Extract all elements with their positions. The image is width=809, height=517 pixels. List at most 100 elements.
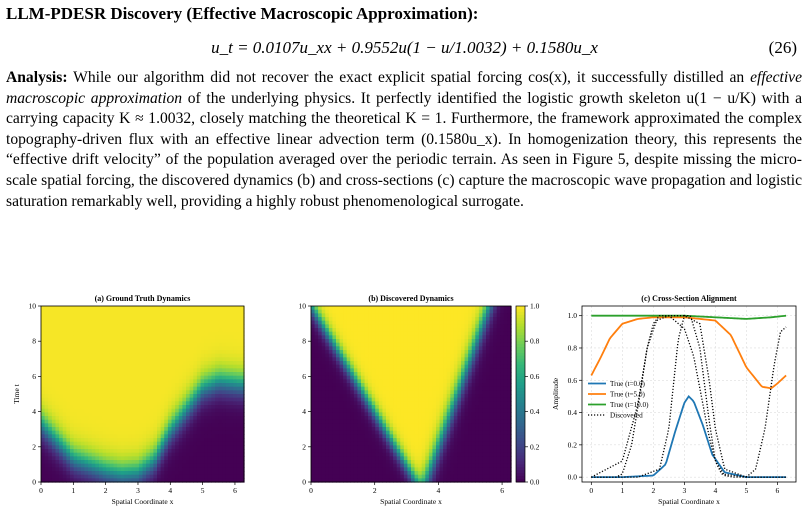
heatmap-cell [99, 372, 104, 377]
heatmap-cell [66, 397, 71, 402]
heatmap-cell [375, 460, 380, 465]
heatmap-cell [318, 467, 323, 472]
heatmap-cell [142, 375, 147, 380]
heatmap-cell [343, 306, 348, 311]
heatmap-cell [375, 430, 380, 435]
heatmap-cell [407, 390, 412, 395]
heatmap-cell [328, 434, 334, 439]
heatmap-cell [453, 339, 459, 344]
heatmap-cell [120, 375, 125, 380]
heatmap-cell [461, 474, 466, 479]
heatmap-cell [225, 478, 231, 483]
heatmap-cell [457, 412, 462, 417]
heatmap-cell [207, 339, 212, 344]
heatmap-cell [400, 471, 405, 476]
heatmap-cell [44, 317, 49, 322]
heatmap-cell [59, 449, 64, 454]
heatmap-cell [321, 357, 326, 362]
heatmap-cell [91, 456, 96, 461]
heatmap-cell [171, 390, 176, 395]
heatmap-cell [186, 430, 191, 435]
heatmap-cell [113, 350, 118, 355]
heatmap-cell [41, 346, 46, 351]
heatmap-cell [128, 456, 133, 461]
heatmap-cell [382, 427, 387, 432]
heatmap-cell [138, 309, 144, 314]
heatmap-cell [142, 390, 147, 395]
heatmap-cell [332, 364, 337, 369]
heatmap-cell [80, 383, 86, 388]
heatmap-cell [411, 452, 416, 457]
heatmap-cell [182, 427, 187, 432]
heatmap-cell [450, 423, 455, 428]
heatmap-cell [371, 342, 376, 347]
heatmap-cell [468, 474, 473, 479]
heatmap-cell [432, 309, 437, 314]
heatmap-cell [167, 423, 173, 428]
heatmap-cell [339, 430, 344, 435]
heatmap-cell [62, 408, 67, 413]
heatmap-cell [393, 445, 398, 450]
heatmap-cell [178, 390, 183, 395]
heatmap-cell [361, 401, 366, 406]
heatmap-cell [475, 317, 480, 322]
heatmap-cell [339, 397, 344, 402]
heatmap-cell [51, 397, 57, 402]
heatmap-cell [475, 438, 480, 443]
heatmap-cell [321, 375, 326, 380]
heatmap-cell [131, 397, 136, 402]
heatmap-cell [157, 430, 162, 435]
heatmap-cell [222, 452, 227, 457]
heatmap-cell [178, 350, 183, 355]
heatmap-cell [325, 375, 330, 380]
heatmap-cell [193, 434, 198, 439]
heatmap-cell [124, 467, 129, 472]
heatmap-cell [196, 412, 202, 417]
heatmap-cell [189, 368, 194, 373]
heatmap-cell [240, 361, 245, 366]
heatmap-cell [218, 452, 223, 457]
heatmap-cell [59, 320, 64, 325]
heatmap-cell [471, 368, 476, 373]
heatmap-cell [120, 419, 125, 424]
heatmap-cell [375, 441, 380, 446]
heatmap-cell [55, 394, 60, 399]
heatmap-cell [378, 467, 384, 472]
heatmap-cell [236, 401, 241, 406]
heatmap-cell [328, 364, 334, 369]
heatmap-cell [88, 456, 93, 461]
heatmap-cell [189, 474, 194, 479]
heatmap-cell [215, 405, 220, 410]
heatmap-cell [196, 328, 202, 333]
heatmap-cell [436, 306, 441, 311]
heatmap-cells-a [41, 306, 245, 483]
heatmap-cell [142, 346, 147, 351]
heatmap-cell [450, 379, 455, 384]
heatmap-cell [403, 430, 409, 435]
heatmap-cell [318, 427, 323, 432]
heatmap-cell [229, 430, 234, 435]
heatmap-cell [446, 331, 451, 336]
heatmap-cell [128, 328, 133, 333]
heatmap-cell [357, 368, 362, 373]
heatmap-cell [164, 438, 169, 443]
heatmap-cell [41, 423, 46, 428]
heatmap-cell [175, 452, 180, 457]
heatmap-cell [461, 478, 466, 483]
heatmap-cell [77, 430, 82, 435]
heatmap-cell [91, 357, 96, 362]
heatmap-cell [233, 368, 238, 373]
heatmap-cell [403, 309, 409, 314]
heatmap-cell [117, 320, 122, 325]
heatmap-cell [77, 394, 82, 399]
heatmap-cell [186, 342, 191, 347]
heatmap-cell [182, 423, 187, 428]
heatmap-cell [407, 342, 412, 347]
heatmap-cell [218, 423, 223, 428]
heatmap-cell [236, 342, 241, 347]
heatmap-cell [436, 331, 441, 336]
heatmap-cell [328, 390, 334, 395]
heatmap-cell [421, 397, 426, 402]
heatmap-cell [41, 353, 46, 358]
heatmap-cell [357, 386, 362, 391]
